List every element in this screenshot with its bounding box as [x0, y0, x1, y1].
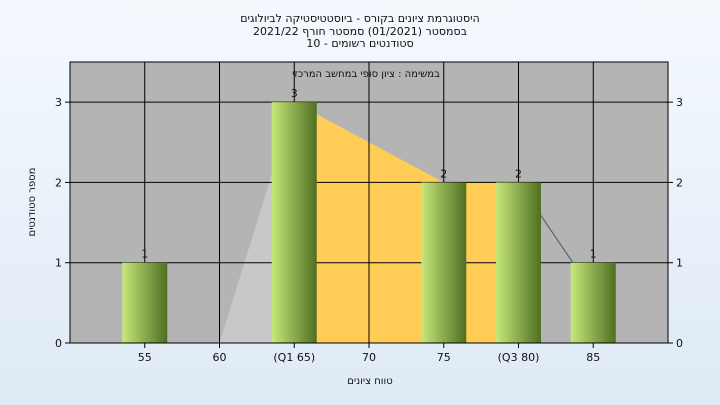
x-tick-label: 75 — [437, 351, 451, 364]
x-tick-label: 60 — [213, 351, 227, 364]
bar — [421, 182, 467, 343]
chart-title: היסטוגרמת ציונים בקורס - ביוסטטיסטיקה לב… — [240, 12, 479, 50]
bars: 1 3 2 2 1 — [122, 87, 616, 344]
y-tick-label-left: 3 — [55, 96, 62, 109]
title-line-3: סטודנטים רשומים - 10 — [306, 37, 413, 50]
y-tick-label-right: 1 — [676, 257, 683, 270]
y-tick-label-right: 3 — [676, 96, 683, 109]
x-tick-label: 55 — [138, 351, 152, 364]
y-tick-label-right: 0 — [676, 337, 683, 350]
axes: 0 0 1 1 2 2 3 3 55 60 (Q1 65) 70 75 (Q3 80) 85 — [55, 61, 683, 364]
chart-subtitle: במשימה : ציון סופי במחשב המרכזי — [292, 69, 440, 80]
bar-value-label: 3 — [291, 87, 298, 100]
y-axis-label: מספר סטודנטים — [27, 168, 38, 237]
x-tick-label: 85 — [586, 351, 600, 364]
x-tick-label: (Q1 65) — [273, 351, 315, 364]
bar-value-label: 2 — [440, 167, 447, 180]
bar-value-label: 2 — [515, 167, 522, 180]
x-tick-label: (Q3 80) — [498, 351, 540, 364]
y-tick-label-left: 0 — [55, 337, 62, 350]
bar-value-label: 1 — [141, 248, 148, 261]
y-tick-label-left: 1 — [55, 257, 62, 270]
bar — [570, 262, 616, 343]
bar-value-label: 1 — [590, 248, 597, 261]
title-line-1: היסטוגרמת ציונים בקורס - ביוסטטיסטיקה לב… — [240, 12, 479, 25]
bar — [271, 102, 317, 344]
bar — [122, 262, 168, 343]
x-axis-label: טווח ציונים — [347, 376, 392, 387]
y-tick-label-right: 2 — [676, 176, 683, 189]
y-tick-label-left: 2 — [55, 176, 62, 189]
title-line-2: בסמסטר (01/2021) סמסטר חורף 2021/22 — [253, 25, 467, 38]
x-tick-label: 70 — [362, 351, 376, 364]
bar — [496, 182, 541, 343]
